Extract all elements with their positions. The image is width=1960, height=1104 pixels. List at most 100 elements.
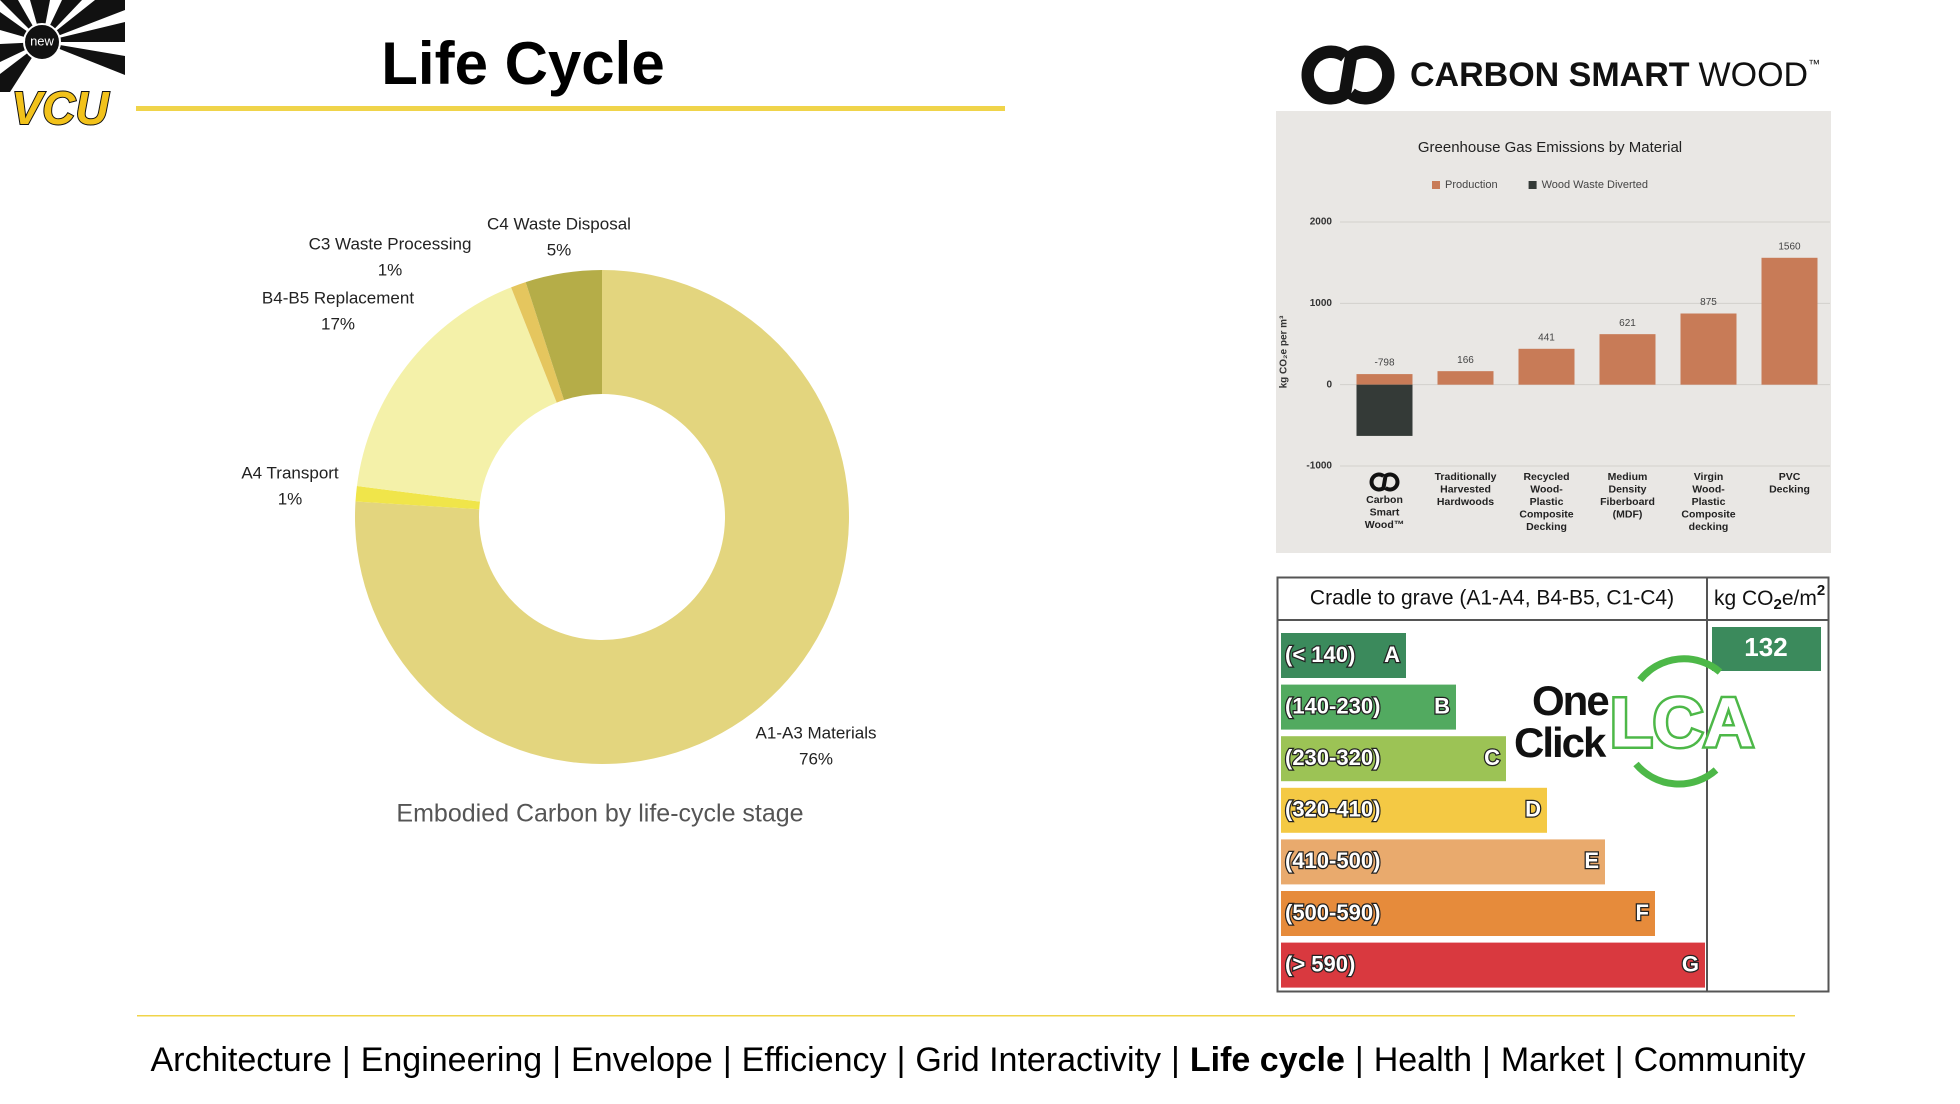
- nav-item[interactable]: Health: [1374, 1041, 1472, 1079]
- bar-label: 166: [1457, 355, 1474, 366]
- nav-item[interactable]: Efficiency: [742, 1041, 887, 1079]
- x-tick-label: Medium Density Fiberboard (MDF): [1600, 471, 1655, 521]
- rating-range: (230-320): [1285, 745, 1380, 770]
- brand-bold: CARBON SMART: [1410, 56, 1690, 94]
- nav-item[interactable]: Community: [1634, 1041, 1806, 1079]
- slice-value: 1%: [378, 260, 403, 279]
- nav-separator: |: [1171, 1041, 1180, 1079]
- unit-part: 2: [1774, 596, 1782, 613]
- rating-header: Cradle to grave (A1-A4, B4-B5, C1-C4): [1310, 587, 1674, 610]
- rating-grade: G: [1682, 951, 1699, 976]
- y-tick-label: 1000: [1310, 298, 1333, 309]
- donut-slice: [511, 282, 564, 403]
- nav-item[interactable]: Engineering: [361, 1041, 542, 1079]
- nav-item[interactable]: Envelope: [571, 1041, 713, 1079]
- rating-range: (> 590): [1285, 951, 1355, 976]
- rating-range: (410-500): [1285, 848, 1380, 873]
- brand-text: CARBON SMART WOOD™: [1410, 56, 1820, 94]
- rating-grade: A: [1384, 642, 1400, 667]
- donut-slice: [354, 270, 849, 764]
- bar: [1680, 313, 1737, 385]
- lca-ring: [1633, 655, 1723, 788]
- bar-label: -798: [1374, 358, 1394, 369]
- slice-label: A1-A3 Materials: [756, 723, 877, 742]
- result-box: [1712, 627, 1821, 671]
- x-tick-label: PVC Decking: [1769, 471, 1810, 496]
- slice-label: C4 Waste Disposal: [487, 214, 631, 233]
- vcu-logo: new VCU: [0, 0, 125, 135]
- slice-value: 5%: [547, 240, 572, 259]
- rating-result: 132: [1744, 632, 1787, 662]
- rating-bar: [1281, 891, 1655, 936]
- bar: [1599, 334, 1656, 385]
- brand-icon: [1369, 472, 1400, 492]
- rating-unit: kg CO2e/m2: [1714, 582, 1825, 613]
- rating-grade: B: [1434, 693, 1450, 718]
- rating-bar: [1281, 787, 1547, 833]
- slice-label: A4 Transport: [241, 463, 339, 482]
- y-tick-label: -1000: [1306, 461, 1332, 472]
- nav-bar: Architecture | Engineering | Envelope | Effici…: [150, 1041, 1805, 1079]
- brand-mark: ™: [1808, 57, 1820, 71]
- rating-range: (320-410): [1285, 797, 1380, 822]
- slice-value: 76%: [799, 749, 833, 768]
- slice-label: B4-B5 Replacement: [262, 288, 414, 307]
- legend-label: Production: [1445, 179, 1498, 191]
- chart-title: Embodied Carbon by life-cycle stage: [396, 800, 803, 828]
- nav-item[interactable]: Architecture: [150, 1041, 331, 1079]
- rating-bar: [1281, 684, 1456, 730]
- bar: [1356, 374, 1413, 385]
- x-tick-label: Recycled Wood-Plastic Composite Decking: [1519, 471, 1573, 533]
- rating-grade: F: [1636, 900, 1649, 925]
- logo-circle: [23, 23, 61, 61]
- rating-range: (500-590): [1285, 900, 1380, 925]
- lca-one: One: [1532, 677, 1608, 724]
- donut-slice: [356, 287, 557, 502]
- slice-label: C3 Waste Processing: [309, 234, 472, 253]
- rating-grade: E: [1584, 848, 1599, 873]
- slide-title: Life Cycle: [381, 30, 664, 97]
- rating-range: (< 140): [1285, 642, 1355, 667]
- rating-range: (140-230): [1285, 693, 1380, 718]
- bar: [1518, 348, 1575, 385]
- donut-slice: [525, 270, 602, 401]
- legend-label: Wood Waste Diverted: [1542, 179, 1648, 191]
- nav-separator: |: [342, 1041, 351, 1079]
- nav-separator: |: [1355, 1041, 1364, 1079]
- rating-grade: D: [1525, 797, 1541, 822]
- unit-part: kg CO: [1714, 587, 1774, 610]
- unit-part: e/m: [1782, 587, 1817, 610]
- bar: [1356, 384, 1413, 436]
- rating-bar: [1281, 942, 1705, 988]
- brand-light: WOOD: [1699, 56, 1809, 94]
- x-tick-label: Traditionally Harvested Hardwoods: [1435, 471, 1497, 508]
- bar-label: 875: [1700, 297, 1717, 308]
- nav-separator: |: [1615, 1041, 1624, 1079]
- footer-rule: [137, 1015, 1795, 1017]
- legend-swatch: [1432, 181, 1440, 189]
- rating-bar: [1281, 736, 1506, 782]
- legend-swatch: [1528, 181, 1537, 189]
- bar: [1761, 257, 1818, 385]
- bar: [1437, 371, 1494, 385]
- rating-bar: [1281, 633, 1406, 678]
- donut-slice: [355, 486, 480, 510]
- nav-item[interactable]: Grid Interactivity: [915, 1041, 1161, 1079]
- bar-panel: [1276, 111, 1831, 553]
- y-tick-label: 0: [1326, 379, 1332, 390]
- slice-value: 1%: [278, 489, 303, 508]
- x-tick-label: Virgin Wood-Plastic Composite decking: [1681, 471, 1735, 533]
- nav-item[interactable]: Market: [1501, 1041, 1605, 1079]
- logo-small: new: [30, 33, 54, 48]
- nav-separator: |: [552, 1041, 561, 1079]
- nav-separator: |: [723, 1041, 732, 1079]
- bar-label: 1560: [1778, 241, 1801, 252]
- rating-bar: [1281, 839, 1605, 885]
- nav-item[interactable]: Life cycle: [1190, 1041, 1345, 1079]
- brand-logo: CARBON SMART WOOD™: [1301, 45, 1820, 105]
- title-underline: [136, 106, 1005, 111]
- bar-label: 441: [1538, 332, 1555, 343]
- bar-label: 621: [1619, 318, 1636, 329]
- chart-title: Greenhouse Gas Emissions by Material: [1418, 139, 1682, 156]
